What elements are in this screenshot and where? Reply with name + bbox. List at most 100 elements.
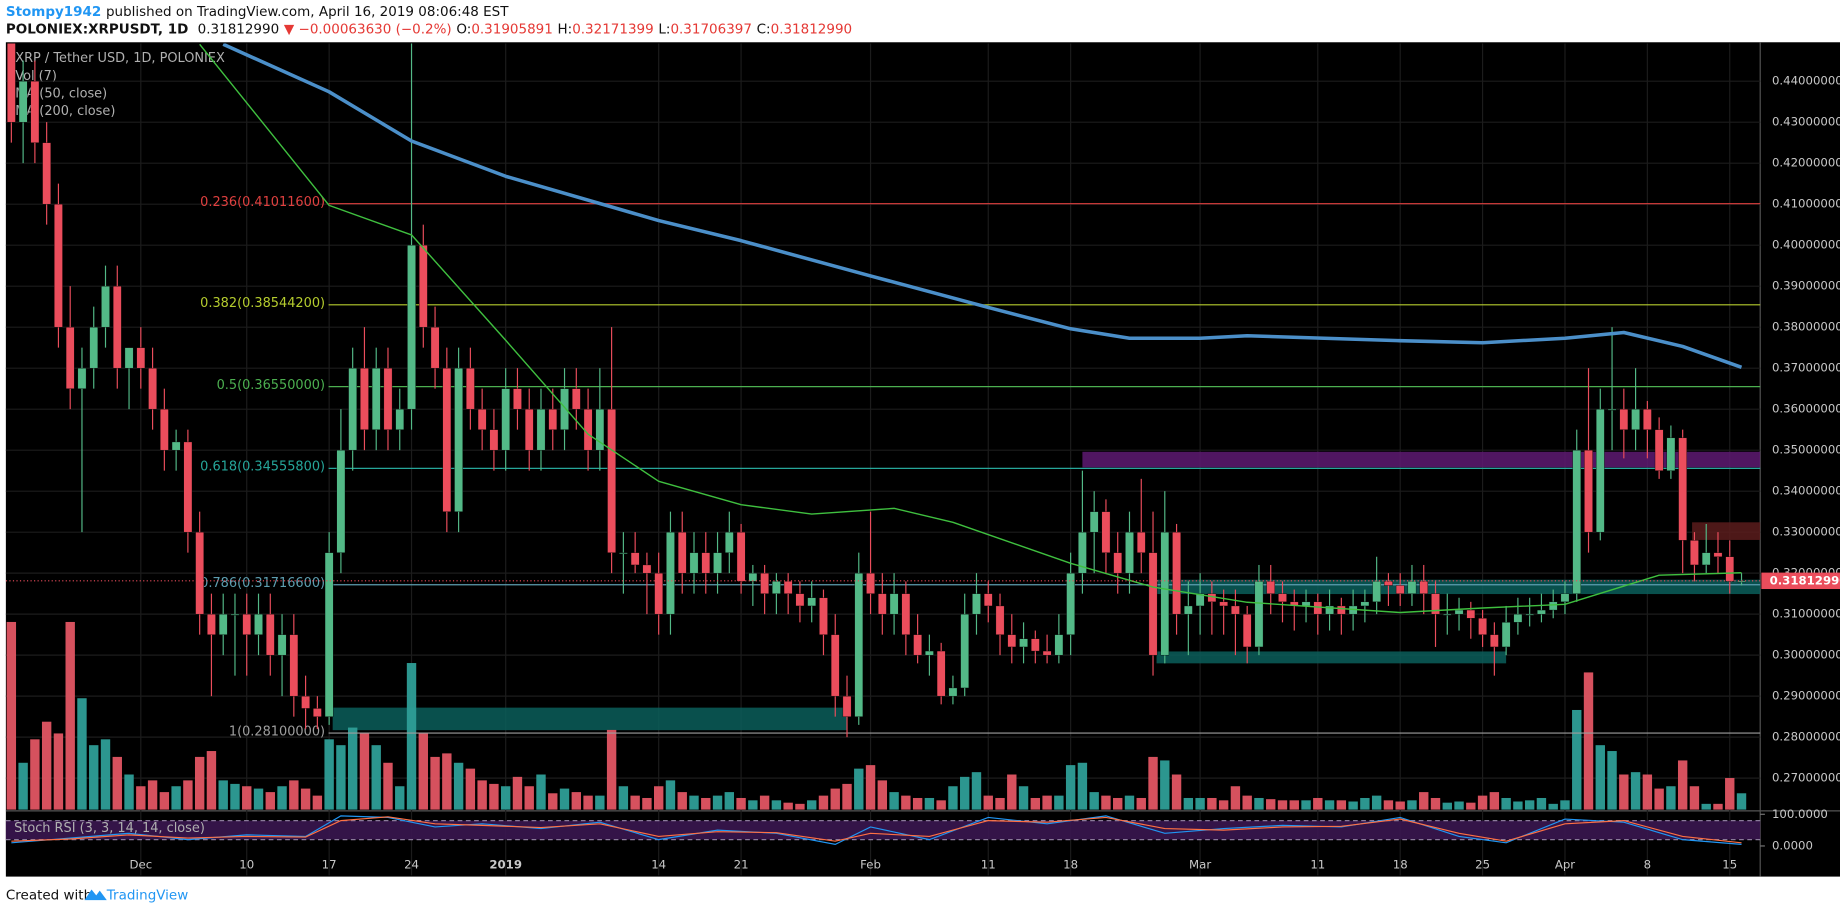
volume-bar <box>1572 709 1582 810</box>
last-price-label: 0.31812990 <box>1770 573 1840 587</box>
candle-body <box>242 613 252 635</box>
candle-body <box>1678 437 1687 541</box>
volume-bar <box>1007 774 1017 810</box>
candle-body <box>160 408 169 451</box>
candle-body <box>1313 601 1323 615</box>
candle-body <box>807 597 816 607</box>
candle-body <box>1325 605 1334 615</box>
candle-body <box>1548 601 1558 611</box>
candle-body <box>1207 593 1217 603</box>
volume-bar <box>359 733 370 810</box>
volume-bar <box>1395 801 1405 810</box>
candle-body <box>383 367 393 430</box>
volume-bar <box>1466 802 1476 810</box>
volume-bar <box>383 762 393 810</box>
candle-body <box>1136 531 1146 553</box>
candle-body <box>925 650 934 656</box>
volume-bar <box>1266 799 1276 810</box>
candle-body <box>301 695 310 709</box>
volume-bar <box>1548 803 1558 810</box>
volume-bar <box>1454 801 1464 810</box>
candle-body <box>1125 531 1134 574</box>
candle-body <box>266 613 275 656</box>
candle-body <box>1254 581 1264 648</box>
volume-bar <box>971 772 982 810</box>
volume-bar <box>653 786 664 810</box>
volume-bar <box>1360 797 1370 810</box>
volume-bar <box>1524 800 1535 810</box>
fib-label: 0.786(0.31716600) <box>200 576 325 591</box>
y-tick-label: 0.30000000 <box>1772 648 1840 662</box>
candle-body <box>1713 552 1723 557</box>
x-tick-label: 17 <box>322 857 337 871</box>
fib-label: 0.618(0.34555800) <box>200 460 325 475</box>
candle-body <box>1513 613 1523 623</box>
volume-bar <box>1301 800 1311 810</box>
volume-bar <box>771 800 782 810</box>
volume-bar <box>818 795 829 810</box>
volume-bar <box>1666 786 1676 810</box>
fibonacci: 0.236(0.41011600) 0.382(0.38544200) 0.5(0.… <box>200 195 1761 739</box>
candle-body <box>171 441 181 451</box>
volume-bar <box>18 762 28 810</box>
candle-body <box>583 408 593 451</box>
candle-body <box>948 687 958 697</box>
quote-label: O: <box>456 21 471 37</box>
candle-body <box>1278 593 1287 603</box>
volume-bar <box>689 795 699 810</box>
candle-body <box>772 581 781 594</box>
y-tick-label: 0.40000000 <box>1772 238 1840 252</box>
candle-body <box>477 408 487 430</box>
volume-bar <box>1054 795 1064 810</box>
volume-bar <box>795 803 805 810</box>
volume-bar <box>960 776 970 810</box>
volume-bar <box>1148 756 1158 810</box>
candle-body <box>548 408 558 430</box>
x-tick-label: Dec <box>129 857 152 871</box>
volume-bar <box>1160 760 1170 810</box>
y-tick-label: 0.39000000 <box>1772 279 1840 293</box>
volume-bar <box>559 788 570 810</box>
footer-brand[interactable]: TradingView <box>106 887 188 903</box>
candle-body <box>1419 581 1429 594</box>
volume-bar <box>1419 792 1429 810</box>
volume-bar <box>901 795 911 810</box>
candle-body <box>607 408 616 553</box>
volume-bar <box>1042 795 1052 810</box>
author[interactable]: Stompy1942 <box>6 4 101 20</box>
candle-body <box>619 552 628 554</box>
volume-bar <box>1230 786 1241 810</box>
volume-bar <box>724 792 735 810</box>
candle-body <box>348 367 357 451</box>
candle-body <box>442 367 452 512</box>
fib-label: 0.5(0.36550000) <box>217 378 325 393</box>
volume-bar <box>1113 797 1123 810</box>
volume-bar <box>395 786 405 810</box>
zone <box>1156 651 1507 664</box>
volume-bar <box>618 786 629 810</box>
candle-body <box>1337 605 1346 615</box>
y-tick-label: 0.37000000 <box>1772 361 1840 375</box>
volume-bar <box>759 795 770 810</box>
volume-bar <box>112 756 122 810</box>
volume-bar <box>347 727 358 810</box>
y-tick-label: 0.31000000 <box>1772 607 1840 621</box>
volume-bar <box>889 792 899 810</box>
candle-body <box>371 367 381 430</box>
candle-body <box>1643 408 1652 430</box>
volume-bar <box>1124 795 1135 810</box>
brand-logo <box>84 889 107 901</box>
candle-body <box>1584 449 1593 533</box>
quote-value: 0.31905891 <box>471 21 553 37</box>
candle-body <box>713 552 722 574</box>
volume-bar <box>936 800 946 810</box>
x-tick-label: 18 <box>1063 857 1078 871</box>
volume-bar <box>1348 801 1358 810</box>
axes: 0.44000000 0.43000000 0.42000000 0.41000000… <box>5 74 1840 871</box>
fib-label: 1(0.28100000) <box>229 724 325 739</box>
candle-body <box>1172 531 1181 615</box>
volume-bar <box>548 793 558 810</box>
volume-bar <box>606 729 617 810</box>
volume-bar <box>830 788 840 810</box>
